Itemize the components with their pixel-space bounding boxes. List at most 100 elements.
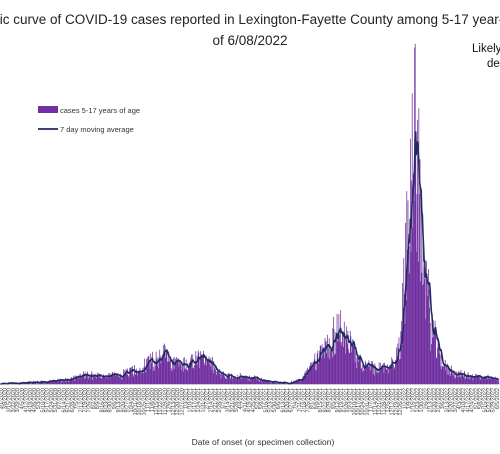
- x-tick-label: 4/5/2020: [19, 388, 25, 409]
- case-bar: [390, 364, 392, 384]
- case-bar: [392, 360, 394, 384]
- case-bar: [434, 327, 435, 384]
- x-tick-label: 10/31/2021: [364, 388, 370, 416]
- case-bar: [111, 376, 112, 384]
- x-tick-label: 1/23/2022: [415, 388, 421, 412]
- case-bar: [116, 374, 118, 384]
- case-bar: [265, 381, 266, 384]
- case-bar: [342, 333, 343, 384]
- case-bar: [165, 350, 167, 384]
- case-bar: [311, 365, 313, 384]
- case-bar: [90, 377, 91, 384]
- case-bar: [169, 358, 171, 384]
- case-bar: [406, 191, 408, 384]
- case-bar: [410, 251, 412, 384]
- case-bar: [81, 375, 82, 384]
- case-bar: [336, 313, 338, 384]
- case-bar: [205, 355, 207, 384]
- case-bar: [105, 375, 107, 384]
- x-tick-label: 11/28/2021: [381, 388, 387, 415]
- case-bar: [461, 374, 463, 384]
- case-bar: [447, 367, 449, 384]
- case-bar: [434, 320, 436, 384]
- x-tick-label: 12/6/2020: [167, 388, 173, 412]
- case-bar: [46, 383, 48, 384]
- case-bar: [114, 375, 116, 384]
- case-bar: [111, 372, 113, 384]
- case-bar: [244, 378, 246, 384]
- x-tick-label: 2/20/2022: [432, 388, 438, 412]
- case-bar: [257, 377, 259, 384]
- case-bar: [427, 296, 429, 384]
- case-bar: [142, 367, 144, 384]
- case-bar: [461, 373, 462, 384]
- case-bar: [353, 346, 355, 384]
- case-bar: [148, 355, 150, 384]
- case-bar: [274, 382, 275, 384]
- case-bar: [395, 362, 397, 384]
- x-tick-label: 10/18/2020: [137, 388, 143, 416]
- x-tick-label: 5/8/2022: [478, 388, 484, 409]
- x-tick-label: 1/30/2022: [419, 388, 425, 412]
- case-bar: [197, 364, 198, 384]
- case-bar: [339, 342, 341, 384]
- case-bar: [127, 374, 129, 384]
- case-bar: [375, 372, 377, 384]
- case-bar: [322, 347, 324, 384]
- case-bar: [113, 375, 115, 384]
- x-tick-label: 4/19/2020: [28, 388, 34, 412]
- case-bar: [475, 378, 477, 384]
- case-bar: [207, 360, 209, 384]
- case-bar: [455, 373, 457, 384]
- case-bar: [43, 381, 45, 384]
- case-bar: [160, 363, 162, 384]
- case-bar: [388, 365, 390, 384]
- case-bar: [185, 368, 186, 384]
- case-bar: [161, 356, 163, 384]
- case-bar: [119, 377, 121, 384]
- case-bar: [151, 356, 153, 384]
- case-bar: [86, 373, 88, 384]
- case-bar: [315, 361, 317, 384]
- case-bar: [72, 379, 74, 384]
- case-bar: [333, 316, 334, 384]
- x-tick-label: 11/21/2021: [377, 388, 383, 415]
- case-bar: [141, 372, 143, 384]
- case-bar: [491, 378, 493, 384]
- x-tick-label: 3/20/2022: [449, 388, 455, 412]
- case-bar: [144, 358, 146, 384]
- case-bar: [259, 380, 261, 384]
- x-tick-label: 2/28/2021: [217, 388, 223, 412]
- case-bar: [93, 375, 94, 384]
- case-bar: [76, 377, 78, 384]
- x-tick-label: 8/16/2020: [99, 388, 105, 412]
- case-bar: [200, 356, 202, 384]
- case-bar: [450, 365, 452, 384]
- case-bar: [339, 335, 340, 384]
- case-bar: [245, 376, 247, 384]
- case-bar: [400, 331, 402, 384]
- case-bar: [195, 351, 197, 384]
- case-bar: [204, 365, 206, 384]
- x-tick-label: 1/24/2021: [196, 388, 202, 412]
- case-bar: [58, 379, 60, 384]
- case-bar: [444, 365, 446, 384]
- case-bar: [416, 194, 418, 384]
- case-bar: [456, 371, 458, 384]
- case-bar: [491, 377, 492, 384]
- case-bar: [306, 375, 308, 384]
- case-bar: [413, 201, 415, 384]
- case-bar: [135, 368, 137, 384]
- case-bar: [402, 307, 404, 384]
- case-bar: [220, 373, 221, 384]
- case-bar: [486, 379, 488, 384]
- case-bar: [385, 369, 387, 384]
- x-tick-label: 12/12/2021: [390, 388, 396, 416]
- case-bar: [495, 376, 497, 384]
- case-bar: [484, 377, 486, 384]
- case-bar: [223, 371, 224, 384]
- case-bar: [489, 378, 491, 384]
- case-bar: [345, 339, 347, 384]
- case-bar: [251, 376, 253, 384]
- x-tick-label: 8/2/2020: [91, 388, 97, 409]
